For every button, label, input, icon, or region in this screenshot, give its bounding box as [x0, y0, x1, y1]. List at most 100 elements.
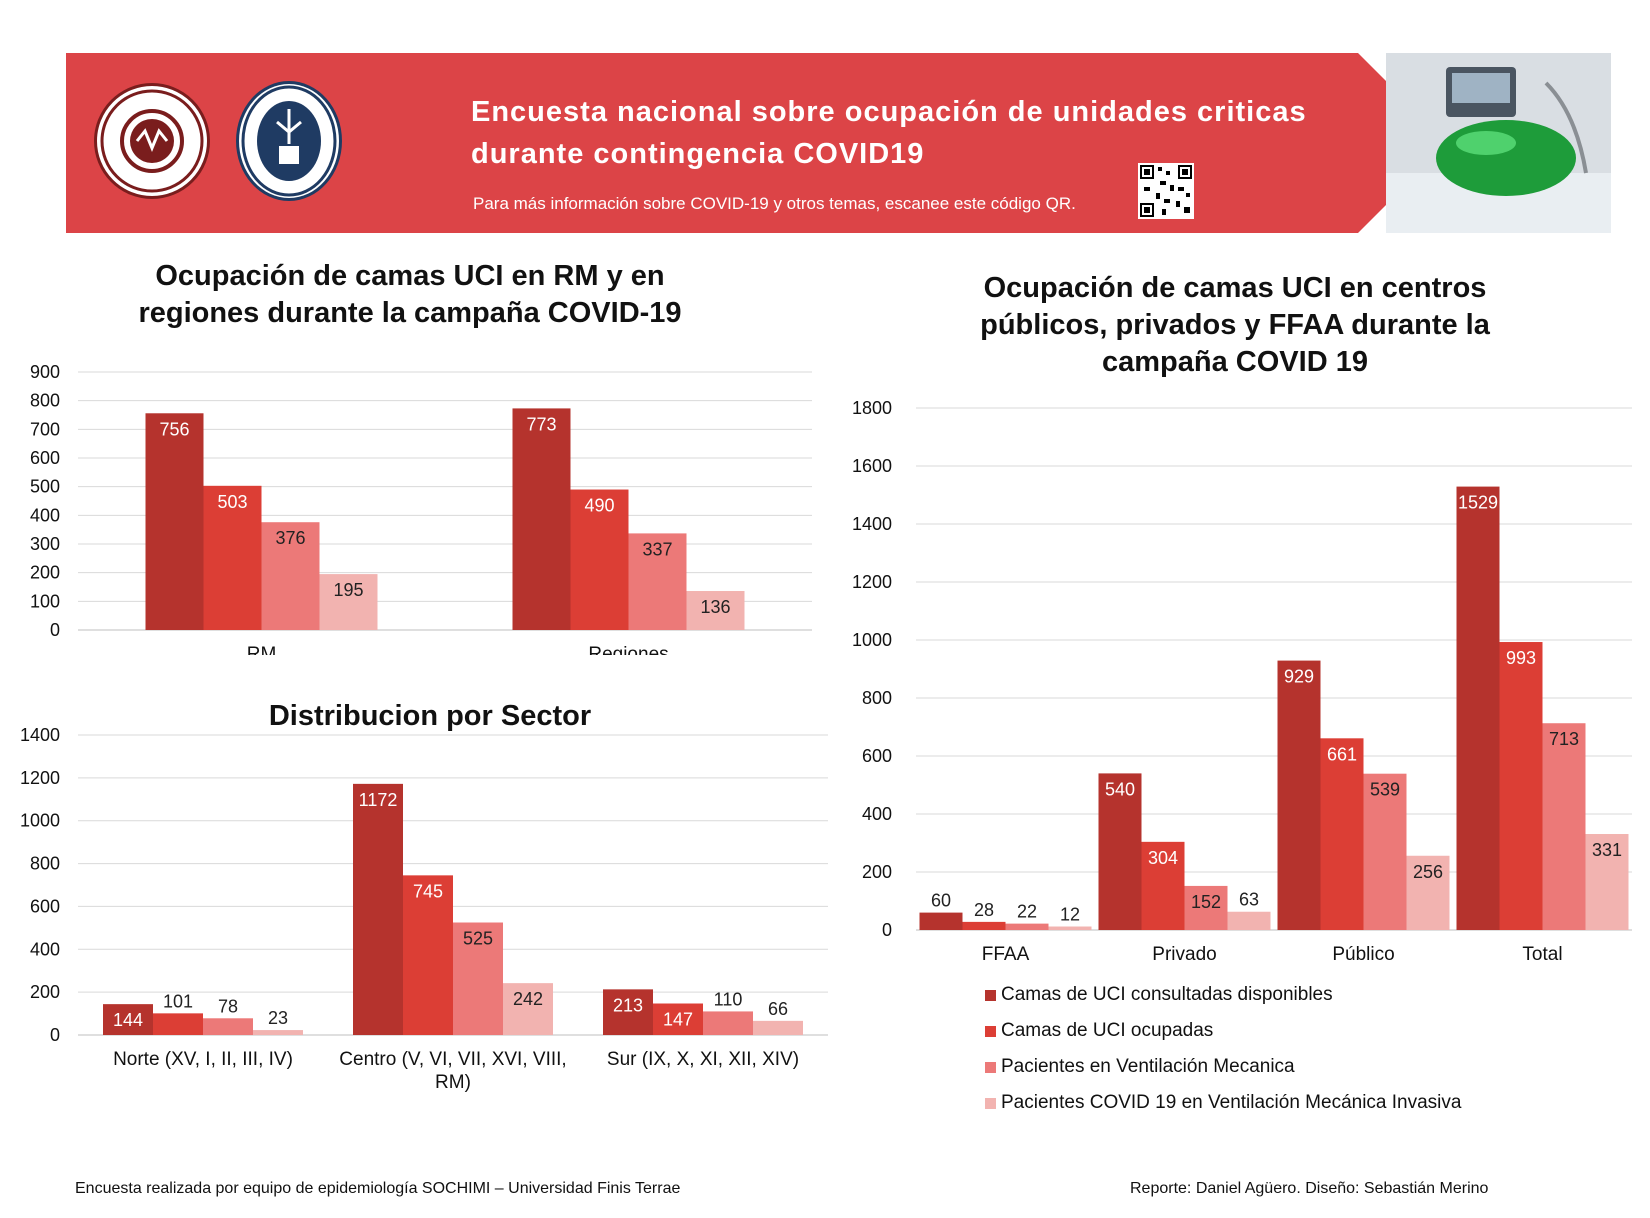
- bar: [153, 1013, 203, 1035]
- y-tick-label: 1200: [852, 572, 892, 592]
- y-tick-label: 400: [30, 505, 60, 525]
- data-label: 773: [526, 414, 556, 434]
- bar: [628, 533, 687, 630]
- data-label: 152: [1191, 892, 1221, 912]
- data-label: 147: [663, 1010, 693, 1030]
- icu-equipment-photo: [1386, 53, 1611, 233]
- y-tick-label: 1400: [20, 725, 60, 745]
- chart-publico: 0 200 400 600 800 1000 1200 1400 1600 1800 60 28 22 1…: [852, 398, 1632, 965]
- data-label: 101: [163, 991, 193, 1011]
- data-label: 60: [931, 891, 951, 911]
- chart-rm: 0 100 200 300 400 500 600 700 800 900 756 503 376 195…: [30, 362, 812, 655]
- bar: [1320, 738, 1364, 930]
- y-tick-label: 0: [882, 920, 892, 940]
- bar: [1363, 773, 1407, 930]
- legend-swatch: [985, 989, 996, 1001]
- finis-terrae-logo: [236, 81, 342, 201]
- bar: [686, 591, 745, 630]
- data-label: 256: [1413, 862, 1443, 882]
- legend-label: Pacientes COVID 19 en Ventilación Mecáni…: [1001, 1092, 1462, 1113]
- data-label: 745: [413, 881, 443, 901]
- chart-sector-title: Distribucion por Sector: [268, 700, 592, 732]
- bar: [1456, 486, 1500, 930]
- data-label: 713: [1549, 729, 1579, 749]
- y-tick-label: 300: [30, 534, 60, 554]
- data-label: 661: [1327, 744, 1357, 764]
- data-label: 242: [513, 989, 543, 1009]
- legend-item: Camas de UCI consultadas disponibles: [985, 977, 1461, 1013]
- bar: [319, 574, 378, 630]
- data-label: 1529: [1458, 493, 1498, 513]
- bar: [570, 489, 629, 630]
- bar: [403, 875, 453, 1035]
- y-tick-label: 200: [862, 862, 892, 882]
- x-category-label: Público: [1332, 944, 1394, 965]
- bar: [453, 922, 503, 1035]
- chart-rm-title: Ocupación de camas UCI en RM y en region…: [138, 260, 682, 329]
- bar: [703, 1011, 753, 1035]
- data-label: 304: [1148, 848, 1178, 868]
- legend-label: Camas de UCI ocupadas: [1001, 1020, 1214, 1041]
- bar: [753, 1020, 803, 1035]
- data-label: 993: [1506, 648, 1536, 668]
- x-category-label: Total: [1522, 944, 1562, 965]
- y-tick-label: 700: [30, 419, 60, 439]
- footer-credits-left: Encuesta realizada por equipo de epidemi…: [75, 1180, 681, 1197]
- bar: [1542, 723, 1586, 930]
- y-tick-label: 0: [50, 1025, 60, 1045]
- bar: [1406, 855, 1450, 930]
- y-tick-label: 600: [30, 896, 60, 916]
- y-tick-label: 500: [30, 477, 60, 497]
- banner-background: [66, 53, 1448, 233]
- y-tick-label: 200: [30, 563, 60, 583]
- bar: [1227, 911, 1271, 930]
- bar: [145, 413, 204, 630]
- bar: [1098, 773, 1142, 930]
- y-tick-label: 800: [30, 391, 60, 411]
- data-label: 66: [768, 999, 788, 1019]
- x-category-label: FFAA: [982, 944, 1030, 965]
- bar: [1277, 660, 1321, 930]
- data-label: 213: [613, 995, 643, 1015]
- banner-subtitle: Para más información sobre COVID-19 y ot…: [473, 194, 1076, 213]
- legend-swatch: [985, 1097, 996, 1109]
- data-label: 525: [463, 929, 493, 949]
- y-tick-label: 800: [862, 688, 892, 708]
- y-tick-label: 1200: [20, 768, 60, 788]
- bar: [1141, 841, 1185, 930]
- bar: [1184, 885, 1228, 930]
- data-label: 22: [1017, 902, 1037, 922]
- y-tick-label: 1600: [852, 456, 892, 476]
- bar: [1585, 834, 1629, 930]
- legend-item: Pacientes en Ventilación Mecanica: [985, 1049, 1461, 1085]
- data-label: 756: [159, 419, 189, 439]
- legend-label: Camas de UCI consultadas disponibles: [1001, 984, 1333, 1005]
- legend-label: Pacientes en Ventilación Mecanica: [1001, 1056, 1295, 1077]
- y-tick-label: 0: [50, 620, 60, 640]
- y-tick-label: 400: [30, 939, 60, 959]
- bar: [1048, 926, 1092, 930]
- header-banner: Encuesta nacional sobre ocupación de uni…: [66, 53, 1611, 233]
- bar: [653, 1003, 703, 1035]
- legend-item: Pacientes COVID 19 en Ventilación Mecáni…: [985, 1085, 1461, 1121]
- bar: [253, 1030, 303, 1035]
- legend-swatch: [985, 1061, 996, 1073]
- data-label: 539: [1370, 780, 1400, 800]
- footer-credits-right: Reporte: Daniel Agüero. Diseño: Sebastiá…: [1130, 1180, 1489, 1197]
- qr-code-icon[interactable]: [1138, 163, 1194, 219]
- bar: [1499, 642, 1543, 930]
- data-label: 195: [333, 580, 363, 600]
- x-category-label: Centro (V, VI, VII, XVI, VIII,: [339, 1049, 566, 1070]
- x-category-label: RM: [247, 644, 277, 655]
- data-label: 110: [714, 989, 743, 1009]
- y-tick-label: 1000: [852, 630, 892, 650]
- data-label: 136: [700, 597, 730, 617]
- bar: [353, 783, 403, 1035]
- data-label: 376: [275, 528, 305, 548]
- chart-sector: 0 200 400 600 800 1000 1200 1400 144 101 78 23 Norte…: [20, 725, 828, 1093]
- y-tick-label: 100: [30, 591, 60, 611]
- y-tick-label: 800: [30, 854, 60, 874]
- y-tick-label: 1000: [20, 811, 60, 831]
- legend-swatch: [985, 1025, 996, 1037]
- bar: [962, 921, 1006, 930]
